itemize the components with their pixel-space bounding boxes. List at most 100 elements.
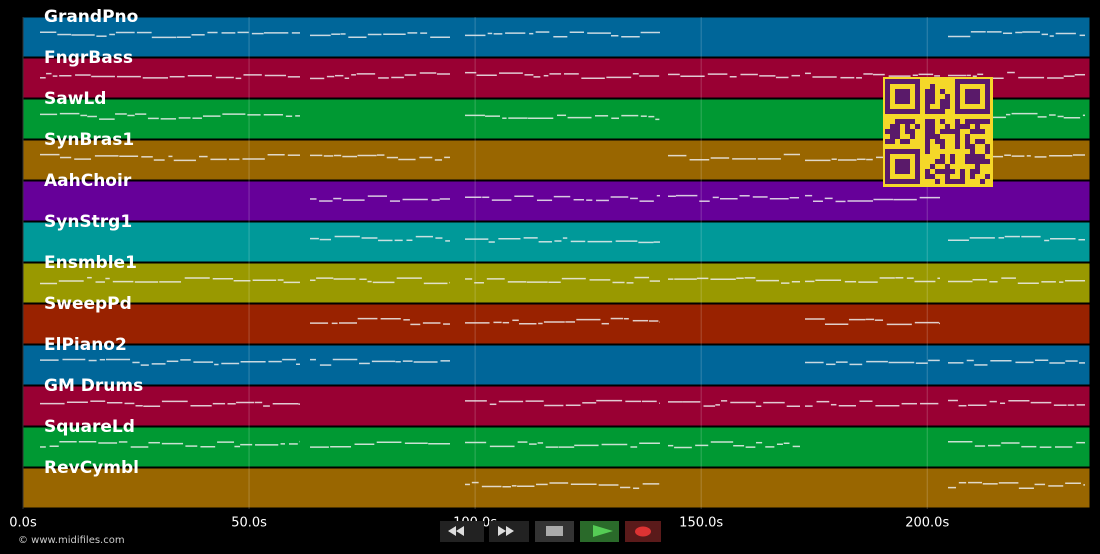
qr-module (955, 104, 960, 109)
qr-module (970, 99, 975, 104)
track-name: SquareLd (44, 417, 135, 437)
qr-module (955, 144, 960, 149)
qr-module (925, 94, 930, 99)
qr-module (965, 159, 970, 164)
qr-module (930, 164, 935, 169)
qr-module (945, 179, 950, 184)
qr-module (965, 79, 970, 84)
track-name: Ensmble1 (44, 253, 137, 273)
qr-module (925, 149, 930, 154)
qr-module (915, 179, 920, 184)
qr-module (885, 129, 890, 134)
qr-module (900, 99, 905, 104)
qr-module (895, 159, 900, 164)
play-button[interactable] (580, 521, 619, 542)
qr-module (975, 99, 980, 104)
qr-module (935, 109, 940, 114)
labels: GrandPno FngrBass SawLd SynBras1 AahChoir Syn… (44, 7, 143, 478)
qr-module (935, 134, 940, 139)
qr-module (980, 79, 985, 84)
qr-module (930, 99, 935, 104)
qr-module (970, 109, 975, 114)
qr-module (925, 174, 930, 179)
qr-module (975, 89, 980, 94)
qr-module (895, 129, 900, 134)
qr-module (890, 149, 895, 154)
qr-module (905, 99, 910, 104)
qr-module (945, 124, 950, 129)
qr-module (895, 134, 900, 139)
qr-module (970, 154, 975, 159)
qr-module (925, 109, 930, 114)
qr-module (910, 119, 915, 124)
qr-module (895, 119, 900, 124)
rewind-button[interactable] (440, 521, 484, 542)
qr-module (900, 169, 905, 174)
qr-module (980, 179, 985, 184)
track-name: SynBras1 (44, 130, 134, 150)
qr-module (885, 154, 890, 159)
qr-module (975, 124, 980, 129)
qr-module (915, 154, 920, 159)
qr-module (925, 124, 930, 129)
qr-module (905, 149, 910, 154)
qr-module (940, 154, 945, 159)
qr-module (885, 149, 890, 154)
track-name: ElPiano2 (44, 335, 127, 355)
qr-module (980, 154, 985, 159)
qr-module (885, 109, 890, 114)
qr-module (885, 159, 890, 164)
qr-module (915, 169, 920, 174)
qr-module (935, 169, 940, 174)
qr-module (950, 159, 955, 164)
qr-module (895, 169, 900, 174)
track-name: FngrBass (44, 48, 133, 68)
qr-module (910, 134, 915, 139)
qr-module (930, 134, 935, 139)
qr-module (940, 89, 945, 94)
qr-module (915, 124, 920, 129)
qr-module (940, 109, 945, 114)
qr-module (895, 94, 900, 99)
qr-module (900, 94, 905, 99)
qr-module (925, 99, 930, 104)
qr-module (900, 164, 905, 169)
qr-module (930, 94, 935, 99)
qr-module (975, 164, 980, 169)
fast-forward-button[interactable] (489, 521, 529, 542)
qr-module (980, 129, 985, 134)
qr-module (960, 79, 965, 84)
qr-module (965, 109, 970, 114)
qr-module (905, 119, 910, 124)
track-name: SynStrg1 (44, 212, 132, 232)
qr-module (985, 79, 990, 84)
qr-module (900, 179, 905, 184)
qr-module (970, 79, 975, 84)
qr-module (925, 129, 930, 134)
qr-module (985, 84, 990, 89)
qr-module (935, 179, 940, 184)
stop-button[interactable] (535, 521, 574, 542)
qr-module (915, 164, 920, 169)
qr-module (955, 84, 960, 89)
qr-module (890, 79, 895, 84)
qr-module (885, 104, 890, 109)
qr-module (940, 129, 945, 134)
qr-module (950, 169, 955, 174)
qr-module (985, 174, 990, 179)
qr-module (885, 89, 890, 94)
qr-module (925, 104, 930, 109)
qr-module (895, 79, 900, 84)
qr-module (965, 144, 970, 149)
qr-module (930, 119, 935, 124)
qr-module (915, 159, 920, 164)
qr-module (955, 109, 960, 114)
qr-module (885, 139, 890, 144)
qr-module (900, 89, 905, 94)
record-button[interactable] (625, 521, 661, 542)
qr-module (960, 179, 965, 184)
qr-module (980, 139, 985, 144)
qr-module (960, 169, 965, 174)
qr-module (910, 129, 915, 134)
qr-module (900, 79, 905, 84)
